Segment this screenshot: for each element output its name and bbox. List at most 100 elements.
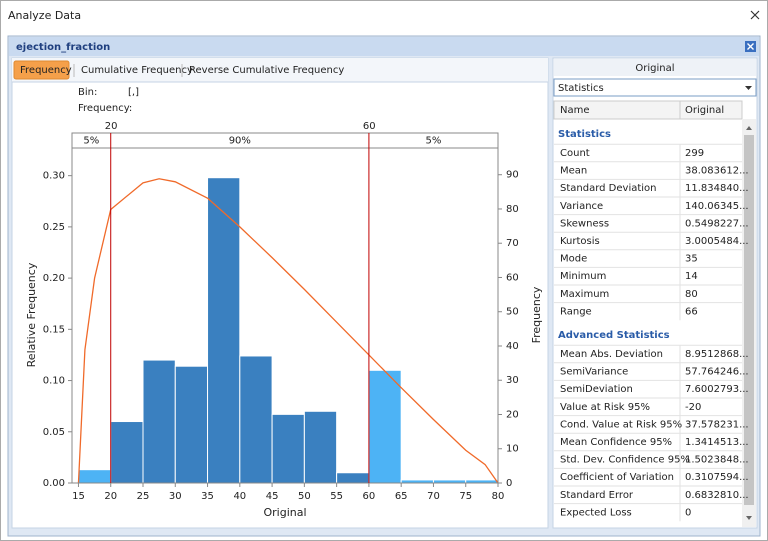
stat-value: 299 [685, 148, 704, 159]
stat-value: 38.083612... [685, 166, 749, 177]
bar [336, 472, 370, 484]
stat-name: Variance [560, 201, 603, 212]
y-tick-label: 0.15 [43, 324, 65, 335]
x-tick-label: 15 [72, 491, 85, 502]
x-axis-label: Original [263, 506, 306, 519]
section-title: Statistics [558, 129, 611, 140]
bar [239, 355, 273, 484]
tab[interactable]: Reverse Cumulative Frequency [189, 65, 344, 76]
y2-tick-label: 60 [506, 272, 519, 283]
y2-tick-label: 10 [506, 444, 519, 455]
stat-value: 35 [685, 254, 698, 265]
y-tick-label: 0.20 [43, 273, 65, 284]
x-tick-label: 25 [137, 491, 150, 502]
stat-value: 0.6832810... [685, 490, 749, 501]
percentile-band [71, 132, 499, 149]
stat-name: Mode [560, 254, 587, 265]
x-tick-label: 35 [201, 491, 214, 502]
stat-value: 0.5498227... [685, 218, 749, 229]
band-label: 5% [426, 136, 442, 147]
scroll-down[interactable] [746, 516, 752, 520]
stat-name: Skewness [560, 218, 609, 229]
stat-name: Standard Deviation [560, 183, 657, 194]
stat-name: Kurtosis [560, 236, 600, 247]
bar [368, 369, 402, 484]
stat-value: 11.834840... [685, 183, 749, 194]
stat-value: 140.06345... [685, 201, 749, 212]
bin-value: [,] [128, 87, 139, 98]
stat-value: 3.0005484... [685, 236, 749, 247]
x-tick-label: 70 [427, 491, 440, 502]
y-tick-label: 0.10 [43, 376, 65, 387]
fit-curve [77, 178, 499, 484]
stat-name: Expected Loss [560, 507, 632, 518]
band-label: 5% [83, 136, 99, 147]
stat-value: 80 [685, 289, 698, 300]
close-button[interactable] [750, 10, 760, 20]
tab-bar [12, 58, 548, 82]
table-header: Original [685, 105, 724, 116]
stat-name: SemiDeviation [560, 384, 633, 395]
y2-tick-label: 50 [506, 307, 519, 318]
y-tick-label: 0.00 [43, 478, 65, 489]
stat-name: Mean Confidence 95% [560, 437, 672, 448]
table-header: Name [560, 105, 590, 116]
stat-value: 0.3107594... [685, 472, 749, 483]
scroll-up[interactable] [746, 126, 752, 130]
y2-tick-label: 70 [506, 238, 519, 249]
y2-tick-label: 0 [506, 478, 512, 489]
dropdown-value: Statistics [558, 83, 604, 94]
stat-value: -20 [685, 402, 701, 413]
panel-close-icon [747, 43, 754, 50]
scrollbar-thumb[interactable] [744, 135, 754, 505]
x-tick-label: 50 [298, 491, 311, 502]
x-tick-label: 65 [395, 491, 408, 502]
stat-value: 1.5023848... [685, 455, 749, 466]
y2-tick-label: 40 [506, 341, 519, 352]
stat-value: 1.3414513... [685, 437, 749, 448]
stats-panel [552, 57, 758, 529]
frequency-label: Frequency: [78, 103, 132, 114]
bar [303, 410, 338, 484]
x-tick-label: 20 [104, 491, 117, 502]
stat-name: Value at Risk 95% [560, 402, 650, 413]
bar [77, 469, 112, 484]
stat-value: 7.6002793... [685, 384, 749, 395]
tab[interactable]: Frequency [20, 65, 72, 76]
stat-value: 66 [685, 306, 698, 317]
stat-name: Coefficient of Variation [560, 472, 674, 483]
stat-name: Minimum [560, 271, 606, 282]
stat-name: Mean [560, 166, 587, 177]
y2-tick-label: 90 [506, 170, 519, 181]
y2-tick-label: 80 [506, 204, 519, 215]
stat-name: SemiVariance [560, 367, 628, 378]
band-label: 90% [229, 136, 251, 147]
panel-header [9, 37, 759, 56]
column-header: Original [635, 63, 674, 74]
dropdown-arrow [745, 86, 752, 90]
dropdown[interactable] [553, 78, 757, 97]
x-tick-label: 30 [169, 491, 182, 502]
stat-name: Count [560, 148, 590, 159]
bar [207, 177, 241, 484]
y2-tick-label: 20 [506, 409, 519, 420]
bin-label: Bin: [78, 87, 97, 98]
y-tick-label: 0.05 [43, 427, 65, 438]
stat-value: 57.764246... [685, 367, 749, 378]
x-tick-label: 75 [459, 491, 472, 502]
panel-title: ejection_fraction [16, 42, 110, 53]
x-tick-label: 60 [363, 491, 376, 502]
stat-name: Std. Dev. Confidence 95% [560, 455, 690, 466]
x-tick-label: 40 [233, 491, 246, 502]
stat-name: Maximum [560, 289, 609, 300]
tab[interactable]: Cumulative Frequency [81, 65, 193, 76]
stat-name: Range [560, 306, 592, 317]
stat-name: Standard Error [560, 490, 634, 501]
x-tick-label: 55 [330, 491, 343, 502]
stat-value: 0 [685, 507, 691, 518]
stat-value: 8.9512868... [685, 349, 749, 360]
bar [110, 421, 144, 484]
y2-axis-label: Frequency [530, 286, 543, 343]
tab-active-bg [13, 60, 70, 80]
